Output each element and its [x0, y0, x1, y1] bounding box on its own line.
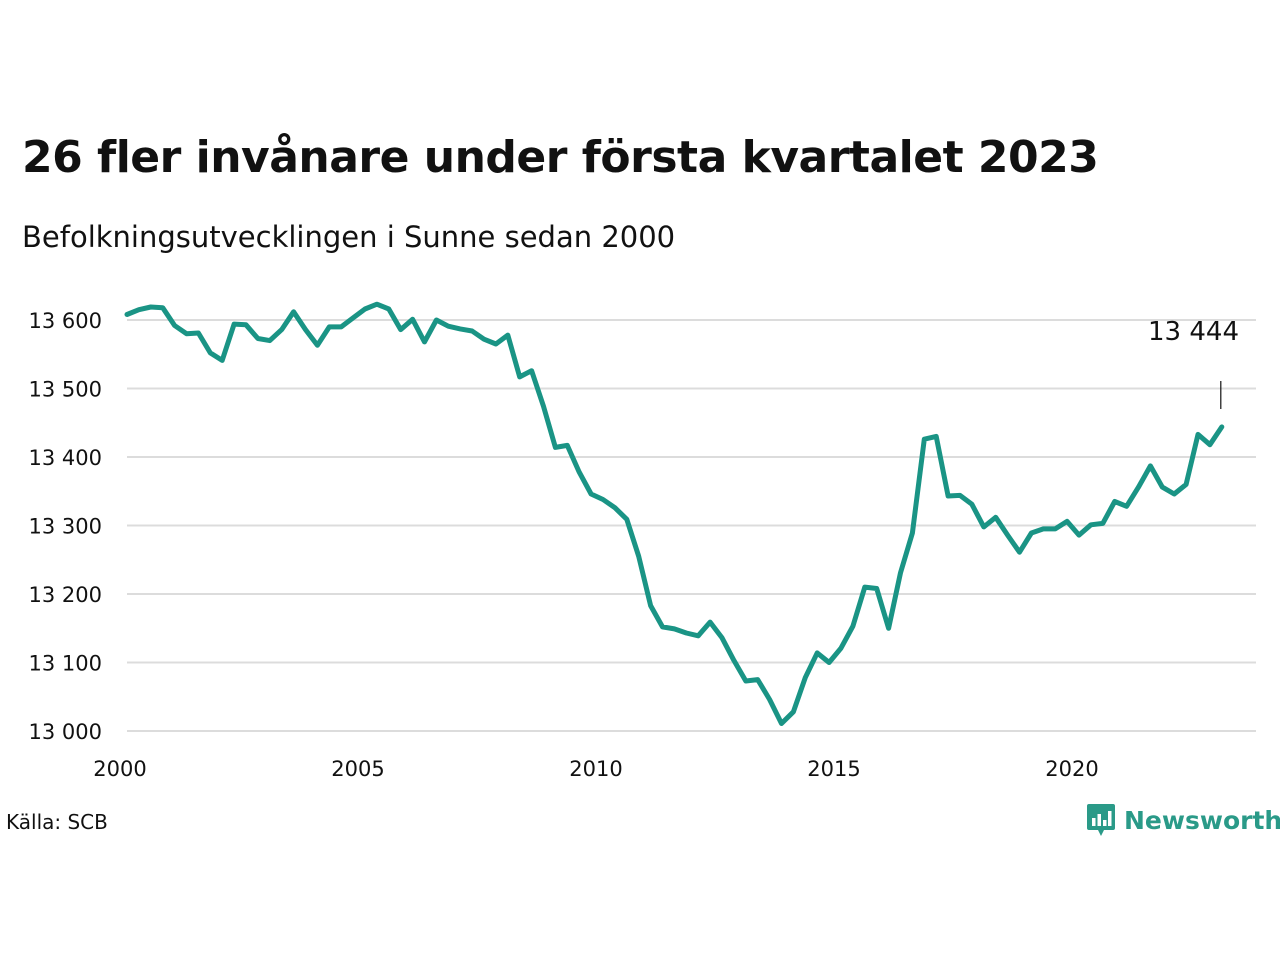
- y-tick-label: 13 400: [29, 446, 102, 470]
- annotation-label: 13 444: [1148, 317, 1239, 347]
- source-note: Källa: SCB: [6, 810, 108, 834]
- y-tick-label: 13 600: [29, 309, 102, 333]
- series-line: [124, 301, 1225, 726]
- brand-name: Newsworthy: [1124, 805, 1280, 835]
- y-tick-label: 13 000: [29, 720, 102, 744]
- series-population: [124, 301, 1225, 726]
- x-tick-label: 2020: [1045, 757, 1098, 781]
- x-tick-label: 2000: [93, 757, 146, 781]
- y-tick-label: 13 200: [29, 583, 102, 607]
- y-tick-label: 13 100: [29, 652, 102, 676]
- chart-title: 26 fler invånare under första kvartalet …: [22, 132, 1099, 183]
- chart-subtitle: Befolkningsutvecklingen i Sunne sedan 20…: [22, 220, 676, 254]
- x-tick-label: 2005: [331, 757, 384, 781]
- y-tick-label: 13 300: [29, 515, 102, 539]
- y-axis: 13 000 13 100 13 200 13 300 13 400 13 500 13 6…: [29, 309, 102, 744]
- last-value-annotation: 13 444: [1148, 317, 1239, 409]
- x-tick-label: 2010: [569, 757, 622, 781]
- y-tick-label: 13 500: [29, 378, 102, 402]
- x-tick-label: 2015: [807, 757, 860, 781]
- brand-logo: Newsworthy: [1086, 802, 1280, 838]
- x-axis: 2000 2005 2010 2015 2020: [93, 757, 1098, 781]
- newsworthy-logo-icon: [1087, 804, 1115, 836]
